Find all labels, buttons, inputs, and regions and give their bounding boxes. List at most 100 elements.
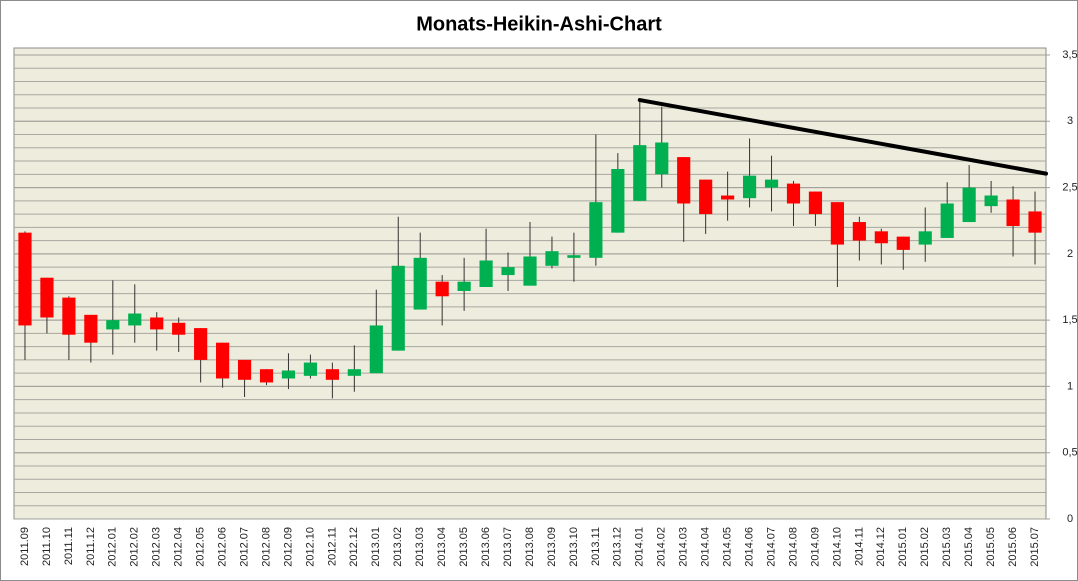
candle-body (611, 169, 625, 233)
candle-body (325, 369, 339, 380)
x-tick-label: 2015.03 (941, 527, 953, 567)
x-tick-label: 2014.05 (722, 527, 734, 567)
candle-body (303, 362, 318, 376)
x-tick-label: 2011.09 (19, 527, 31, 566)
candle-body (216, 342, 230, 379)
x-tick-label: 2013.10 (568, 527, 580, 567)
x-tick-label: 2012.02 (129, 527, 141, 567)
x-tick-label: 2013.01 (370, 527, 382, 567)
x-tick-label: 2014.06 (743, 527, 755, 567)
candle-body (984, 195, 998, 207)
x-tick-label: 2015.02 (919, 527, 931, 567)
chart-title: Monats-Heikin-Ashi-Chart (416, 13, 662, 35)
candle-body (940, 203, 954, 238)
candle-body (479, 260, 493, 287)
candle-body (84, 314, 98, 343)
x-tick-label: 2014.02 (656, 527, 668, 567)
candle-body (830, 202, 844, 245)
candle-body (150, 317, 164, 330)
y-tick-label: 2 (1067, 248, 1073, 260)
x-tick-label: 2014.08 (787, 527, 799, 567)
candle-body (1006, 199, 1020, 227)
candle-body (391, 265, 405, 351)
candle-body (259, 369, 274, 383)
y-tick-label: 0 (1067, 513, 1073, 525)
x-tick-label: 2013.05 (458, 527, 470, 567)
x-tick-label: 2012.08 (260, 527, 272, 567)
candle-body (40, 277, 54, 318)
x-tick-label: 2011.11 (63, 527, 75, 565)
x-tick-label: 2014.07 (765, 527, 777, 567)
x-tick-label: 2013.02 (392, 527, 404, 567)
x-tick-label: 2014.10 (831, 527, 843, 567)
candle-body (194, 328, 208, 360)
candle-body (106, 320, 120, 330)
candle-body (918, 231, 932, 245)
candle-body (413, 257, 427, 310)
x-tick-label: 2012.03 (151, 527, 163, 567)
candle-body (435, 281, 449, 297)
x-tick-label: 2013.08 (524, 527, 536, 567)
x-tick-label: 2012.05 (195, 527, 207, 567)
x-tick-label: 2012.01 (107, 527, 119, 567)
y-tick-label: 1,5 (1062, 314, 1077, 326)
candle-body (172, 322, 186, 335)
x-tick-label: 2015.01 (897, 527, 909, 567)
candle-body (742, 175, 757, 199)
trendline (637, 98, 1048, 176)
candle-body (633, 145, 647, 201)
candle-body (896, 236, 910, 250)
x-tick-label: 2013.07 (502, 527, 514, 567)
y-tick-label: 3,5 (1062, 49, 1077, 61)
x-tick-label: 2013.06 (480, 527, 492, 567)
x-tick-label: 2012.09 (282, 527, 294, 567)
y-tick-label: 0,5 (1062, 447, 1077, 459)
x-tick-label: 2011.10 (41, 527, 53, 566)
x-tick-label: 2012.11 (326, 527, 338, 566)
candle-body (281, 370, 296, 379)
y-tick-label: 2,5 (1062, 181, 1077, 193)
x-tick-label: 2015.06 (1007, 527, 1019, 567)
candle-body (128, 313, 142, 326)
candle-body (874, 231, 888, 244)
y-tick-label: 1 (1067, 380, 1073, 392)
x-tick-label: 2015.04 (963, 527, 975, 567)
x-tick-label: 2015.05 (985, 527, 997, 567)
candle-body (786, 183, 801, 204)
candle-body (369, 325, 383, 374)
candle-body (699, 179, 713, 215)
x-tick-label: 2014.03 (678, 527, 690, 567)
candle-body (501, 267, 515, 276)
x-tick-label: 2014.09 (809, 527, 821, 567)
x-tick-label: 2012.07 (238, 527, 250, 567)
candle-body (18, 232, 32, 326)
y-tick-label: 3 (1067, 115, 1073, 127)
candle-body (962, 187, 976, 223)
candle-body (1028, 211, 1042, 233)
x-tick-label: 2014.12 (875, 527, 887, 567)
candle-body (721, 195, 735, 200)
x-tick-label: 2013.12 (612, 527, 624, 567)
candle-body (237, 359, 252, 380)
x-tick-label: 2013.03 (414, 527, 426, 567)
x-tick-label: 2014.01 (634, 527, 646, 567)
x-tick-label: 2012.06 (217, 527, 229, 567)
candle-body (457, 281, 471, 291)
x-tick-label: 2014.11 (853, 527, 865, 566)
candle-body (655, 142, 669, 175)
candle-body (523, 256, 537, 286)
x-tick-label: 2012.10 (304, 527, 316, 567)
x-tick-label: 2014.04 (700, 527, 712, 567)
x-tick-label: 2015.07 (1029, 527, 1041, 567)
candle-body (764, 179, 779, 188)
x-tick-label: 2013.09 (546, 527, 558, 567)
x-tick-label: 2013.04 (436, 527, 448, 567)
candle-body (677, 157, 691, 204)
x-tick-label: 2011.12 (85, 527, 97, 566)
x-tick-label: 2012.04 (173, 527, 185, 567)
x-tick-label: 2012.12 (348, 527, 360, 567)
x-tick-label: 2013.11 (590, 527, 602, 566)
candle-body (347, 369, 361, 376)
candle-body (62, 297, 76, 335)
